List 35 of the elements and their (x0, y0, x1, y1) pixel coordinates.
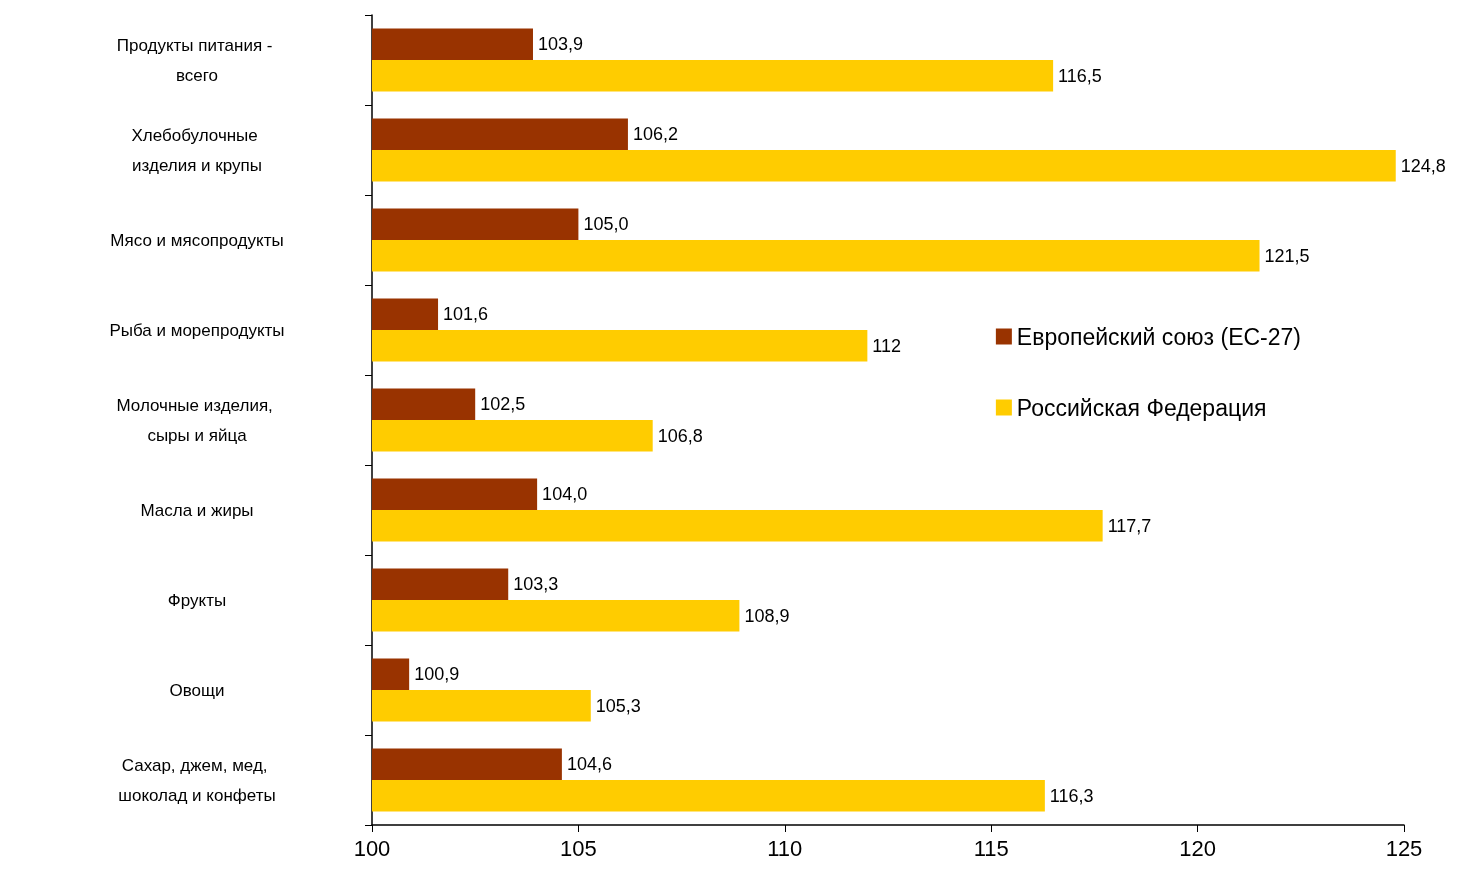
y-tick-label: Масла и жиры (140, 500, 254, 520)
legend-label: Российская Федерация (1016, 394, 1267, 421)
data-label: 106,8 (657, 425, 703, 446)
y-tick-label: Хлебобулочные изделия и крупы (131, 125, 263, 175)
data-label: 104,6 (566, 754, 612, 775)
data-label: 106,2 (632, 124, 678, 145)
x-tick-label: 120 (1179, 835, 1216, 861)
x-tick-label: 110 (767, 835, 803, 861)
data-label: 102,5 (480, 394, 526, 415)
y-tick-label: Сахар, джем, мед, шоколад и конфеты (118, 755, 276, 805)
x-tick-label: 100 (353, 835, 391, 861)
data-label: 103,3 (513, 574, 559, 595)
data-label: 124,8 (1400, 155, 1446, 176)
x-tick-label: 115 (973, 835, 1009, 861)
data-label: 112 (872, 335, 902, 356)
data-label: 100,9 (414, 664, 460, 685)
y-tick-label: Продукты питания - всего (116, 35, 278, 85)
legend-label: Европейский союз (ЕС-27) (1016, 323, 1302, 350)
y-tick-label: Овощи (169, 680, 225, 700)
x-tick-label: 125 (1385, 835, 1423, 861)
data-label: 108,9 (744, 605, 790, 626)
data-label: 104,0 (542, 484, 588, 505)
data-label: 105,0 (583, 214, 629, 235)
data-label: 116,5 (1058, 65, 1102, 86)
x-tick-label: 105 (560, 835, 597, 861)
y-tick-label: Молочные изделия, сыры и яйца (116, 395, 278, 445)
data-label: 103,9 (537, 34, 584, 55)
data-label: 116,3 (1049, 785, 1094, 806)
y-tick-label: Рыба и морепродукты (109, 320, 285, 340)
data-label: 117,7 (1107, 515, 1152, 536)
data-label: 101,6 (443, 304, 489, 325)
data-label: 121,5 (1264, 245, 1310, 266)
y-tick-label: Мясо и мясопродукты (110, 230, 284, 250)
data-label: 105,3 (595, 695, 641, 716)
y-tick-label: Фрукты (167, 590, 227, 610)
